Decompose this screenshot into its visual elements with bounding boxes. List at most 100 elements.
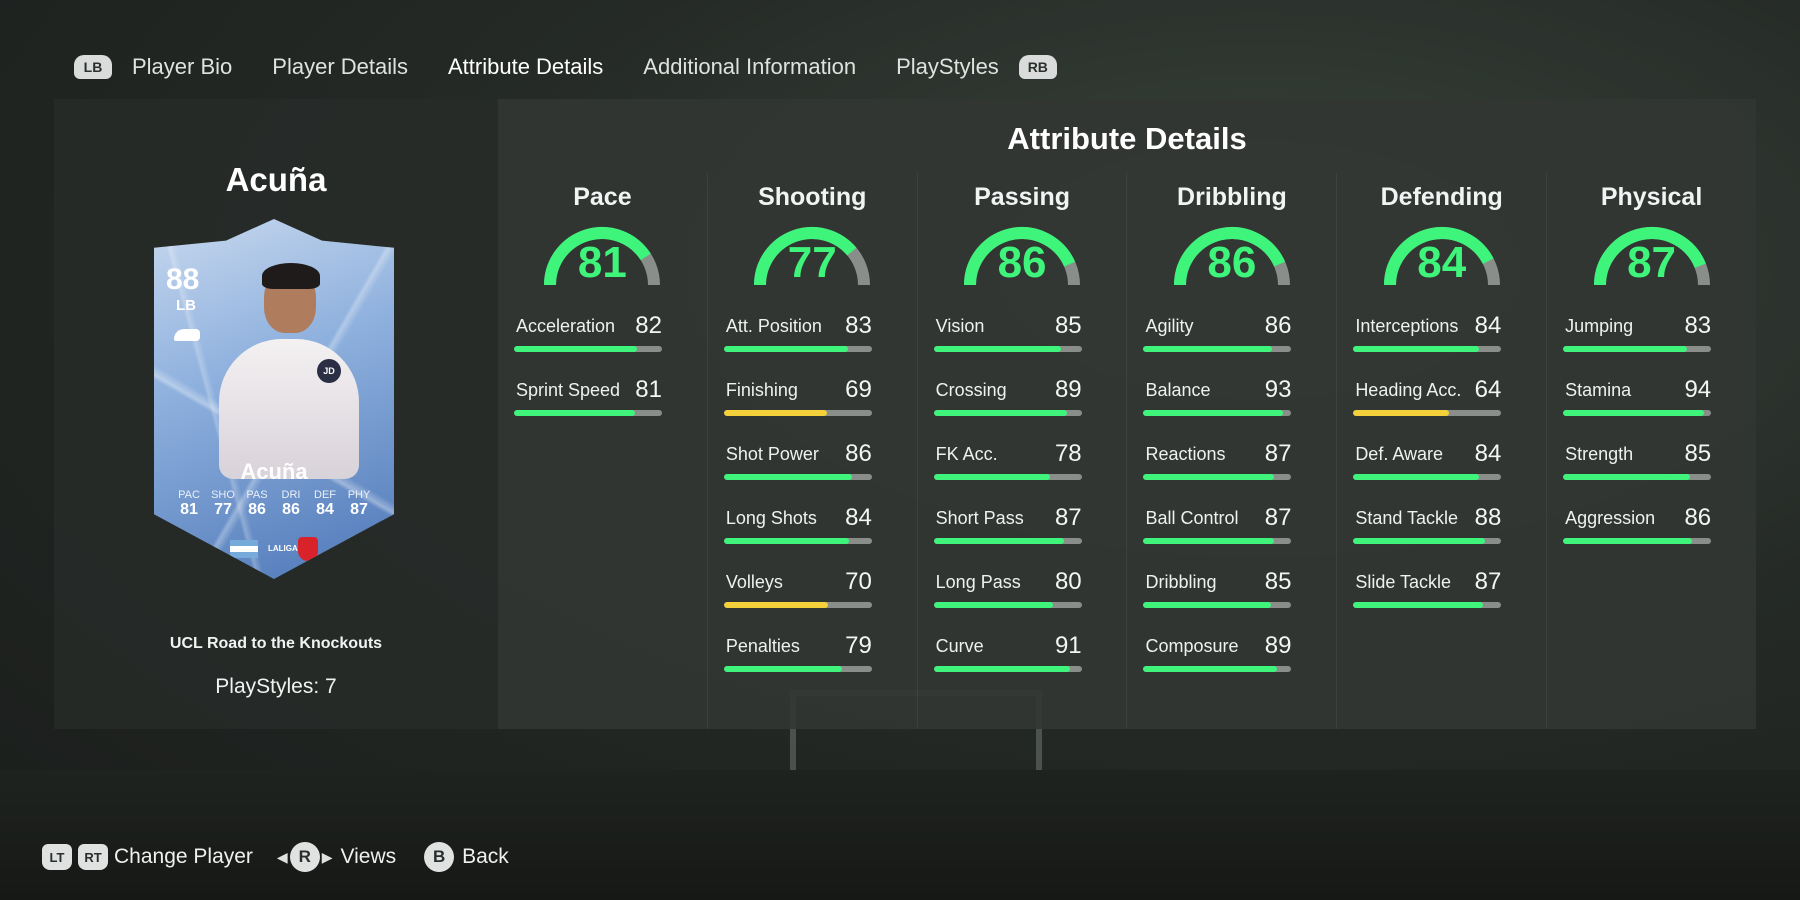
attribute-value: 87 [1264,440,1292,467]
attribute-columns: Pace 81 Acceleration 82 Sprint Speed 81 Shooti… [498,173,1756,729]
card-stat-def: DEF 84 [310,489,340,519]
attribute-row: Att. Position 83 [723,312,872,376]
back-label[interactable]: Back [462,845,509,868]
attribute-bar-fill [933,666,1070,672]
attribute-value: 85 [1054,312,1082,339]
attribute-rows: Jumping 83 Stamina 94 Strength 85 Aggression 86 [1547,312,1756,568]
attribute-row: Vision 85 [933,312,1082,376]
card-stat-label: PAS [246,489,268,501]
views-label[interactable]: Views [340,845,397,868]
tab-additional-information[interactable]: Additional Information [643,54,857,79]
card-player-name: Acuña [240,459,308,484]
attribute-row: Agility 86 [1143,312,1292,376]
background-stand [0,770,1800,900]
attribute-name: Reactions [1145,444,1226,464]
attribute-bar [1353,474,1502,480]
attribute-name: Finishing [725,380,798,400]
player-card-panel: Acuña 88 LB JD Acuña PAC 81 SHO 77 PAS 86 D… [54,99,498,729]
left-arrow-icon: ◀ [276,848,288,865]
card-rating: 88 [166,263,200,296]
attribute-value: 88 [1474,504,1502,531]
card-stat-pas: PAS 86 [242,489,272,519]
attribute-value: 86 [1684,504,1712,531]
attribute-bar [1353,602,1502,608]
attribute-row: Shot Power 86 [723,440,872,504]
attribute-row: Finishing 69 [723,376,872,440]
attribute-bar-fill [1143,602,1271,608]
rt-trigger-icon[interactable]: RT [78,844,108,870]
attribute-column-passing: Passing 86 Vision 85 Crossing 89 FK Acc. 78 Shor… [918,173,1128,729]
attribute-value: 69 [845,376,872,403]
attribute-value: 85 [1264,568,1292,595]
right-stick-icon[interactable]: R [289,842,320,872]
attribute-bar [1353,346,1502,352]
attribute-bar [933,602,1082,608]
attribute-group-value: 81 [577,238,627,287]
b-button-icon[interactable]: B [424,842,455,872]
attribute-name: Composure [1145,636,1239,656]
attribute-details-panel: Attribute Details Pace 81 Acceleration 82 Sp… [498,99,1756,729]
player-shirt [219,339,359,479]
gauge-fill [1593,227,1706,286]
tab-player-details[interactable]: Player Details [272,54,408,79]
change-player-label[interactable]: Change Player [114,845,253,868]
attribute-group-name: Shooting [758,183,867,211]
attribute-name: Curve [935,636,984,656]
right-arrow-icon: ▶ [321,848,333,865]
attribute-name: Heading Acc. [1355,380,1462,400]
tab-attribute-details[interactable]: Attribute Details [448,54,604,79]
attribute-bar-fill [1353,602,1484,608]
attribute-bar [1563,538,1712,544]
attribute-name: Ball Control [1145,508,1239,528]
attribute-group-value: 87 [1627,238,1677,287]
attribute-name: Jumping [1565,316,1634,336]
attribute-bar-fill [514,410,636,416]
tab-playstyles[interactable]: PlayStyles [896,54,999,79]
card-stat-dri: DRI 86 [276,489,306,519]
sevilla-crest-icon [298,537,318,561]
attribute-value: 94 [1684,376,1712,403]
attribute-bar [723,410,872,416]
attribute-row: Penalties 79 [723,632,872,696]
attribute-row: Slide Tackle 87 [1353,568,1502,632]
attribute-value: 89 [1264,632,1292,659]
gauge-fill [1173,227,1286,286]
attribute-bar [933,410,1082,416]
attribute-row: Composure 89 [1143,632,1292,696]
card-stat-sho: SHO 77 [208,489,238,519]
attribute-row: Balance 93 [1143,376,1292,440]
attribute-name: Strength [1565,444,1634,464]
attribute-value: 86 [1264,312,1292,339]
card-stat-label: PHY [347,489,371,501]
lb-bumper-icon[interactable]: LB [74,55,112,79]
attribute-rows: Acceleration 82 Sprint Speed 81 [498,312,707,440]
attribute-bar [723,346,872,352]
attribute-value: 84 [1474,312,1502,339]
attribute-bar-fill [1563,538,1692,544]
attribute-name: Interceptions [1355,316,1459,336]
lt-trigger-icon[interactable]: LT [42,844,72,870]
card-stat-value: 86 [282,501,300,518]
attribute-bar-fill [723,410,827,416]
attribute-name: Short Pass [935,508,1024,528]
gauge-arc [544,227,661,286]
attribute-row: Stand Tackle 88 [1353,504,1502,568]
attribute-value: 70 [845,568,872,595]
rb-bumper-icon[interactable]: RB [1018,55,1057,79]
card-stat-label: PAC [178,489,200,501]
gauge-arc [1593,227,1710,286]
attribute-bar [1143,474,1292,480]
attribute-name: Vision [935,316,985,336]
attribute-rows: Att. Position 83 Finishing 69 Shot Power 86 Lo… [708,312,917,696]
attribute-name: Stand Tackle [1355,508,1459,528]
attribute-name: Shot Power [725,444,819,464]
gauge-arc [964,227,1081,286]
attribute-bar-fill [933,346,1061,352]
attribute-bar-fill [723,666,842,672]
attribute-name: Aggression [1565,508,1656,528]
top-tab-bar: LB Player Bio Player Details Attribute D… [74,54,1057,80]
argentina-flag-icon [230,540,258,558]
attribute-name: Slide Tackle [1355,572,1452,592]
attribute-bar-fill [723,474,853,480]
tab-player-bio[interactable]: Player Bio [132,54,233,79]
